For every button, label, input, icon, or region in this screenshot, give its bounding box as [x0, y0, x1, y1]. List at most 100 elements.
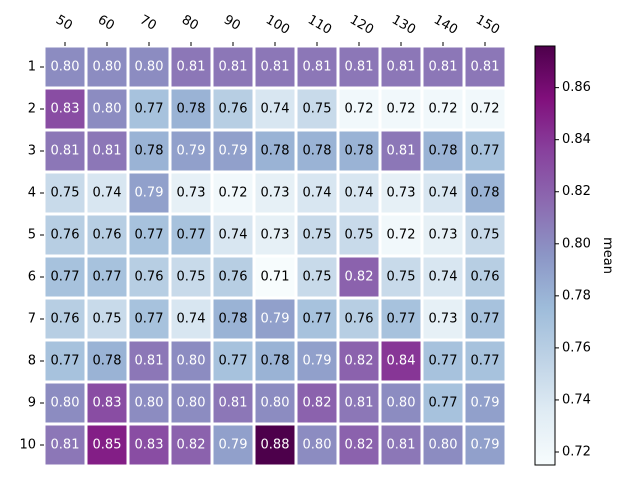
heatmap-cell-label-r8-c11: 0.77	[471, 354, 500, 369]
y-tick-label-5: 5	[28, 228, 36, 243]
heatmap-cell-label-r3-c2: 0.81	[93, 144, 122, 159]
heatmap-cell-label-r5-c7: 0.75	[303, 228, 332, 243]
heatmap-cell-label-r10-c10: 0.80	[429, 438, 458, 453]
colorbar-ticks: 0.72 0.74 0.76 0.78 0.80 0.82 0.84 0.86	[555, 80, 591, 459]
heatmap-cell-label-r4-c4: 0.73	[177, 186, 206, 201]
y-tick-label-2: 2	[28, 102, 36, 117]
heatmap-cell-label-r3-c7: 0.78	[303, 144, 332, 159]
heatmap-cell-label-r4-c8: 0.74	[345, 186, 374, 201]
heatmap-cell-label-r6-c2: 0.77	[93, 270, 122, 285]
heatmap-cell-label-r7-c5: 0.78	[219, 312, 248, 327]
heatmap-cell-label-r10-c2: 0.85	[93, 438, 122, 453]
heatmap-cell-label-r9-c1: 0.80	[51, 396, 80, 411]
heatmap-cell-label-r1-c5: 0.81	[219, 60, 248, 75]
y-tick-label-10: 10	[19, 438, 36, 453]
heatmap-cell-label-r9-c6: 0.80	[261, 396, 290, 411]
heatmap-cell-label-r6-c5: 0.76	[219, 270, 248, 285]
heatmap-cell-label-r6-c1: 0.77	[51, 270, 80, 285]
heatmap-cell-r6-c4	[168, 254, 214, 300]
heatmap-cell-r3-c5	[210, 128, 256, 174]
heatmap-cell-label-r7-c9: 0.77	[387, 312, 416, 327]
heatmap-cell-r1-c8	[336, 44, 382, 90]
heatmap-cell-label-r10-c6: 0.88	[261, 438, 290, 453]
heatmap-cell-label-r4-c3: 0.79	[135, 186, 164, 201]
x-tick-label-150: 150	[473, 12, 502, 37]
heatmap-cell-label-r5-c3: 0.77	[135, 228, 164, 243]
heatmap-cell-r8-c2	[84, 338, 130, 384]
heatmap-cell-label-r8-c3: 0.81	[135, 354, 164, 369]
heatmap-cell-r4-c3	[126, 170, 172, 216]
colorbar-tick-label-0.74: 0.74	[562, 392, 591, 407]
heatmap-cell-label-r9-c3: 0.80	[135, 396, 164, 411]
heatmap-cell-label-r5-c8: 0.75	[345, 228, 374, 243]
heatmap-cell-label-r8-c4: 0.80	[177, 354, 206, 369]
heatmap-cell-label-r3-c9: 0.81	[387, 144, 416, 159]
heatmap-cell-label-r6-c3: 0.76	[135, 270, 164, 285]
heatmap-cell-label-r8-c1: 0.77	[51, 354, 80, 369]
heatmap-cell-label-r2-c3: 0.77	[135, 102, 164, 117]
heatmap-cell-label-r2-c11: 0.72	[471, 102, 500, 117]
heatmap-cell-r10-c4	[168, 422, 214, 468]
heatmap-cell-label-r10-c8: 0.82	[345, 438, 374, 453]
heatmap-cell-r10-c6	[252, 422, 298, 468]
heatmap-cell-label-r7-c8: 0.76	[345, 312, 374, 327]
heatmap-cell-label-r6-c11: 0.76	[471, 270, 500, 285]
heatmap-cell-label-r5-c5: 0.74	[219, 228, 248, 243]
x-tick-label-110: 110	[305, 12, 334, 37]
heatmap-cell-label-r2-c9: 0.72	[387, 102, 416, 117]
colorbar: 0.72 0.74 0.76 0.78 0.80 0.82 0.84 0.86 mean	[534, 45, 615, 466]
heatmap-cell-label-r2-c6: 0.74	[261, 102, 290, 117]
x-tick-label-120: 120	[347, 12, 376, 37]
x-tick-label-130: 130	[389, 12, 418, 37]
heatmap-cell-label-r2-c7: 0.75	[303, 102, 332, 117]
colorbar-tick-label-0.76: 0.76	[562, 340, 591, 355]
heatmap-cell-r2-c8	[336, 86, 382, 132]
heatmap-cell-r10-c9	[378, 422, 424, 468]
heatmap-cell-r10-c10	[420, 422, 466, 468]
heatmap-cell-label-r9-c4: 0.80	[177, 396, 206, 411]
heatmap-cell-label-r8-c2: 0.78	[93, 354, 122, 369]
heatmap-cell-label-r6-c10: 0.74	[429, 270, 458, 285]
x-tick-label-50: 50	[53, 12, 75, 33]
heatmap-cell-label-r5-c6: 0.73	[261, 228, 290, 243]
y-tick-label-3: 3	[28, 144, 36, 159]
heatmap-cell-label-r8-c9: 0.84	[387, 354, 416, 369]
colorbar-label: mean	[600, 237, 615, 274]
heatmap-cell-label-r6-c4: 0.75	[177, 270, 206, 285]
x-tick-label-60: 60	[95, 12, 117, 33]
heatmap-cell-r2-c11	[462, 86, 508, 132]
heatmap-cell-label-r7-c3: 0.77	[135, 312, 164, 327]
colorbar-tick-label-0.84: 0.84	[562, 132, 591, 147]
heatmap-cell-r10-c11	[462, 422, 508, 468]
heatmap-cell-r3-c11	[462, 128, 508, 174]
heatmap-cell-label-r7-c2: 0.75	[93, 312, 122, 327]
x-tick-label-140: 140	[431, 12, 460, 37]
heatmap-cell-label-r9-c10: 0.77	[429, 396, 458, 411]
heatmap-cell-label-r2-c8: 0.72	[345, 102, 374, 117]
heatmap-cell-label-r9-c9: 0.80	[387, 396, 416, 411]
heatmap-cell-label-r9-c8: 0.81	[345, 396, 374, 411]
heatmap-cell-label-r3-c5: 0.79	[219, 144, 248, 159]
heatmap-cell-r3-c9	[378, 128, 424, 174]
heatmap-cell-label-r10-c5: 0.79	[219, 438, 248, 453]
heatmap-cell-label-r3-c4: 0.79	[177, 144, 206, 159]
heatmap-cell-label-r8-c7: 0.79	[303, 354, 332, 369]
heatmap-cell-label-r1-c10: 0.81	[429, 60, 458, 75]
heatmap-cell-label-r4-c2: 0.74	[93, 186, 122, 201]
x-axis-ticks: 50 60 70 80 90 100 110 120 130 140 150	[53, 12, 502, 46]
heatmap-cell-label-r5-c10: 0.73	[429, 228, 458, 243]
heatmap-cell-label-r10-c9: 0.81	[387, 438, 416, 453]
y-tick-label-7: 7	[28, 312, 36, 327]
heatmap-cell-r5-c7	[294, 212, 340, 258]
heatmap-cell-r9-c10	[420, 380, 466, 426]
heatmap-cell-r7-c3	[126, 296, 172, 342]
heatmap-cell-label-r1-c11: 0.81	[471, 60, 500, 75]
heatmap-cell-label-r1-c3: 0.80	[135, 60, 164, 75]
heatmap-cell-r8-c4	[168, 338, 214, 384]
heatmap-cell-label-r2-c5: 0.76	[219, 102, 248, 117]
heatmap-cell-r5-c11	[462, 212, 508, 258]
heatmap-cell-r7-c2	[84, 296, 130, 342]
heatmap-grid: 0.80 0.80 0.80 0.81 0.81 0.81 0.81 0.81 0.81 0.81…	[42, 44, 508, 468]
heatmap-cell-label-r6-c8: 0.82	[345, 270, 374, 285]
heatmap-cell-label-r9-c11: 0.79	[471, 396, 500, 411]
